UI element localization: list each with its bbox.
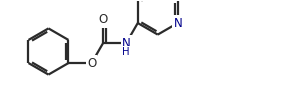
Text: N: N [122, 37, 131, 50]
Text: N: N [173, 17, 182, 30]
Text: O: O [99, 13, 108, 26]
Text: H: H [122, 47, 130, 57]
Text: O: O [87, 57, 96, 70]
